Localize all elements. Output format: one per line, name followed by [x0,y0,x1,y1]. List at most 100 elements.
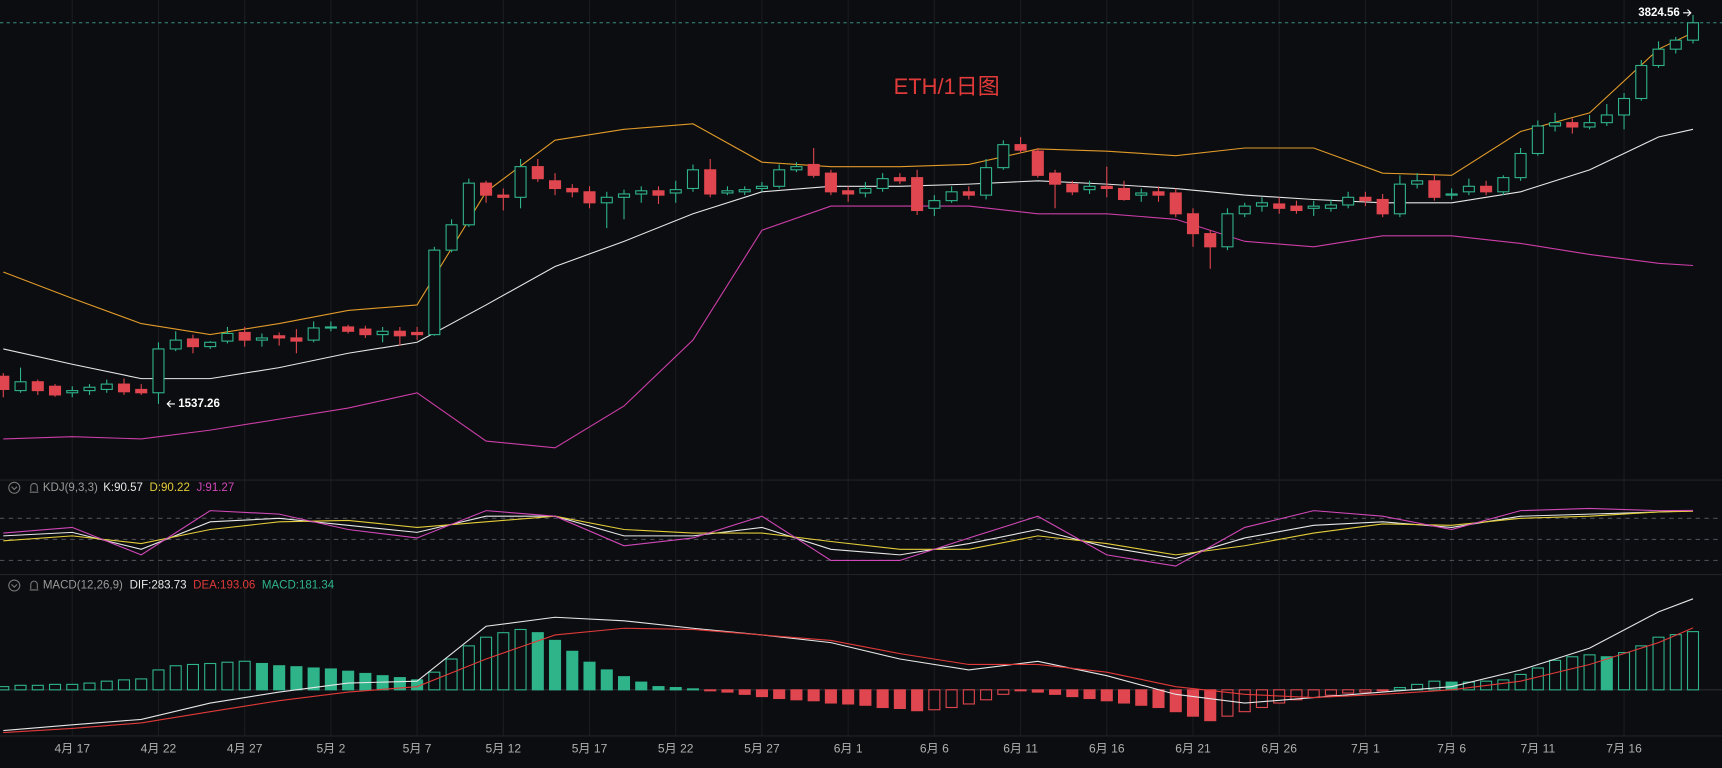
macd-bar [635,681,648,691]
candle-body [480,182,493,196]
macd-bar [1342,689,1355,694]
macd-bar [66,683,79,691]
legend-value: DEA:193.06 [193,580,255,592]
macd-bar [204,662,217,691]
macd-bar [169,665,182,691]
candle-body [1290,205,1303,212]
candle-body [911,177,924,212]
candle-body [307,327,320,341]
candle-body [686,169,700,190]
x-tick-label: 4月 22 [141,741,177,755]
macd-line [3,627,1694,734]
alert-icon[interactable] [29,482,39,493]
kdj-line [3,510,1694,559]
candle-body [238,331,251,341]
macd-bar [221,661,234,691]
macd-bar [1186,689,1200,717]
candle-body [1428,180,1441,198]
candle-body [1307,205,1320,209]
collapse-icon[interactable] [8,481,21,494]
macd-bar [1100,689,1113,702]
candle-body [997,144,1010,169]
candle-body [1066,183,1079,193]
x-tick-label: 7月 16 [1606,741,1642,755]
macd-bar [100,680,113,691]
macd-bar [1169,689,1182,713]
macd-bar [1117,689,1131,704]
x-tick-label: 6月 26 [1261,741,1297,755]
candle-body [376,330,389,336]
macd-bar [186,663,199,691]
macd-bar [1255,689,1268,709]
indicator-values: DIF:283.73 DEA:193.06 MACD:181.34 [130,580,335,592]
macd-bar [497,632,510,691]
candle-body [1238,205,1251,215]
macd-bar [83,682,96,691]
macd-bar [738,689,751,695]
candle-body [617,193,631,198]
candle-body [583,191,596,204]
macd-bar [1497,679,1510,691]
macd-bar [773,689,786,700]
candle-body [1359,196,1372,202]
macd-bar [1221,689,1234,717]
grid [71,0,1625,736]
macd-bar [273,665,286,691]
collapse-icon [11,486,18,491]
macd-bar [1135,689,1148,706]
candle-body [1445,193,1458,196]
candle-body [1204,233,1217,248]
collapse-icon[interactable] [8,579,21,592]
candle-body [721,190,734,194]
macd-bar [0,686,10,691]
indicator-title: MACD(12,26,9) [43,580,123,592]
candle-body [1652,48,1665,67]
macd-bar [1635,645,1648,691]
macd-bar [1566,656,1579,691]
x-tick-label: 7月 11 [1520,741,1555,755]
macd-bar [1393,687,1406,691]
candle-body [255,337,268,341]
macd-bar [255,662,268,691]
candle-body [1186,213,1200,235]
candle-body [1514,152,1527,179]
candle-body [807,163,820,176]
candle-body [1566,122,1579,128]
candle-body [324,326,337,329]
alert-icon[interactable] [29,580,39,591]
macd-bar [1617,652,1631,691]
candle-body [135,388,148,394]
macd-bar [1031,689,1044,693]
candle-body [669,189,682,194]
macd-bar [911,689,924,712]
macd-bar [531,632,544,691]
macd-bar [1066,689,1079,698]
x-tick-label: 6月 11 [1003,741,1038,755]
macd-bar [1238,689,1251,713]
legend-value: MACD:181.34 [262,580,335,592]
macd-bar [1204,689,1217,722]
candle-body [1152,191,1165,196]
candle-body [359,328,372,336]
candle-body [1480,185,1493,193]
macd-bar [893,689,906,709]
macd-line [3,598,1694,732]
macd-bar [342,670,355,691]
candle-body [48,385,62,396]
candle-body [824,172,837,193]
macd-bar [876,689,889,709]
candle-body [169,339,182,350]
macd-bar [790,689,803,701]
legend-value: D:90.22 [150,482,190,494]
candle-body [876,178,889,190]
candle-body [117,383,131,393]
candle-body [1635,64,1648,100]
macd-bar [859,689,872,706]
macd-bar [1324,689,1337,696]
candle-body [945,191,958,202]
candle-body [773,169,786,187]
candle-body [928,200,941,209]
macd-bar [617,676,631,691]
candle-body [1583,122,1596,128]
